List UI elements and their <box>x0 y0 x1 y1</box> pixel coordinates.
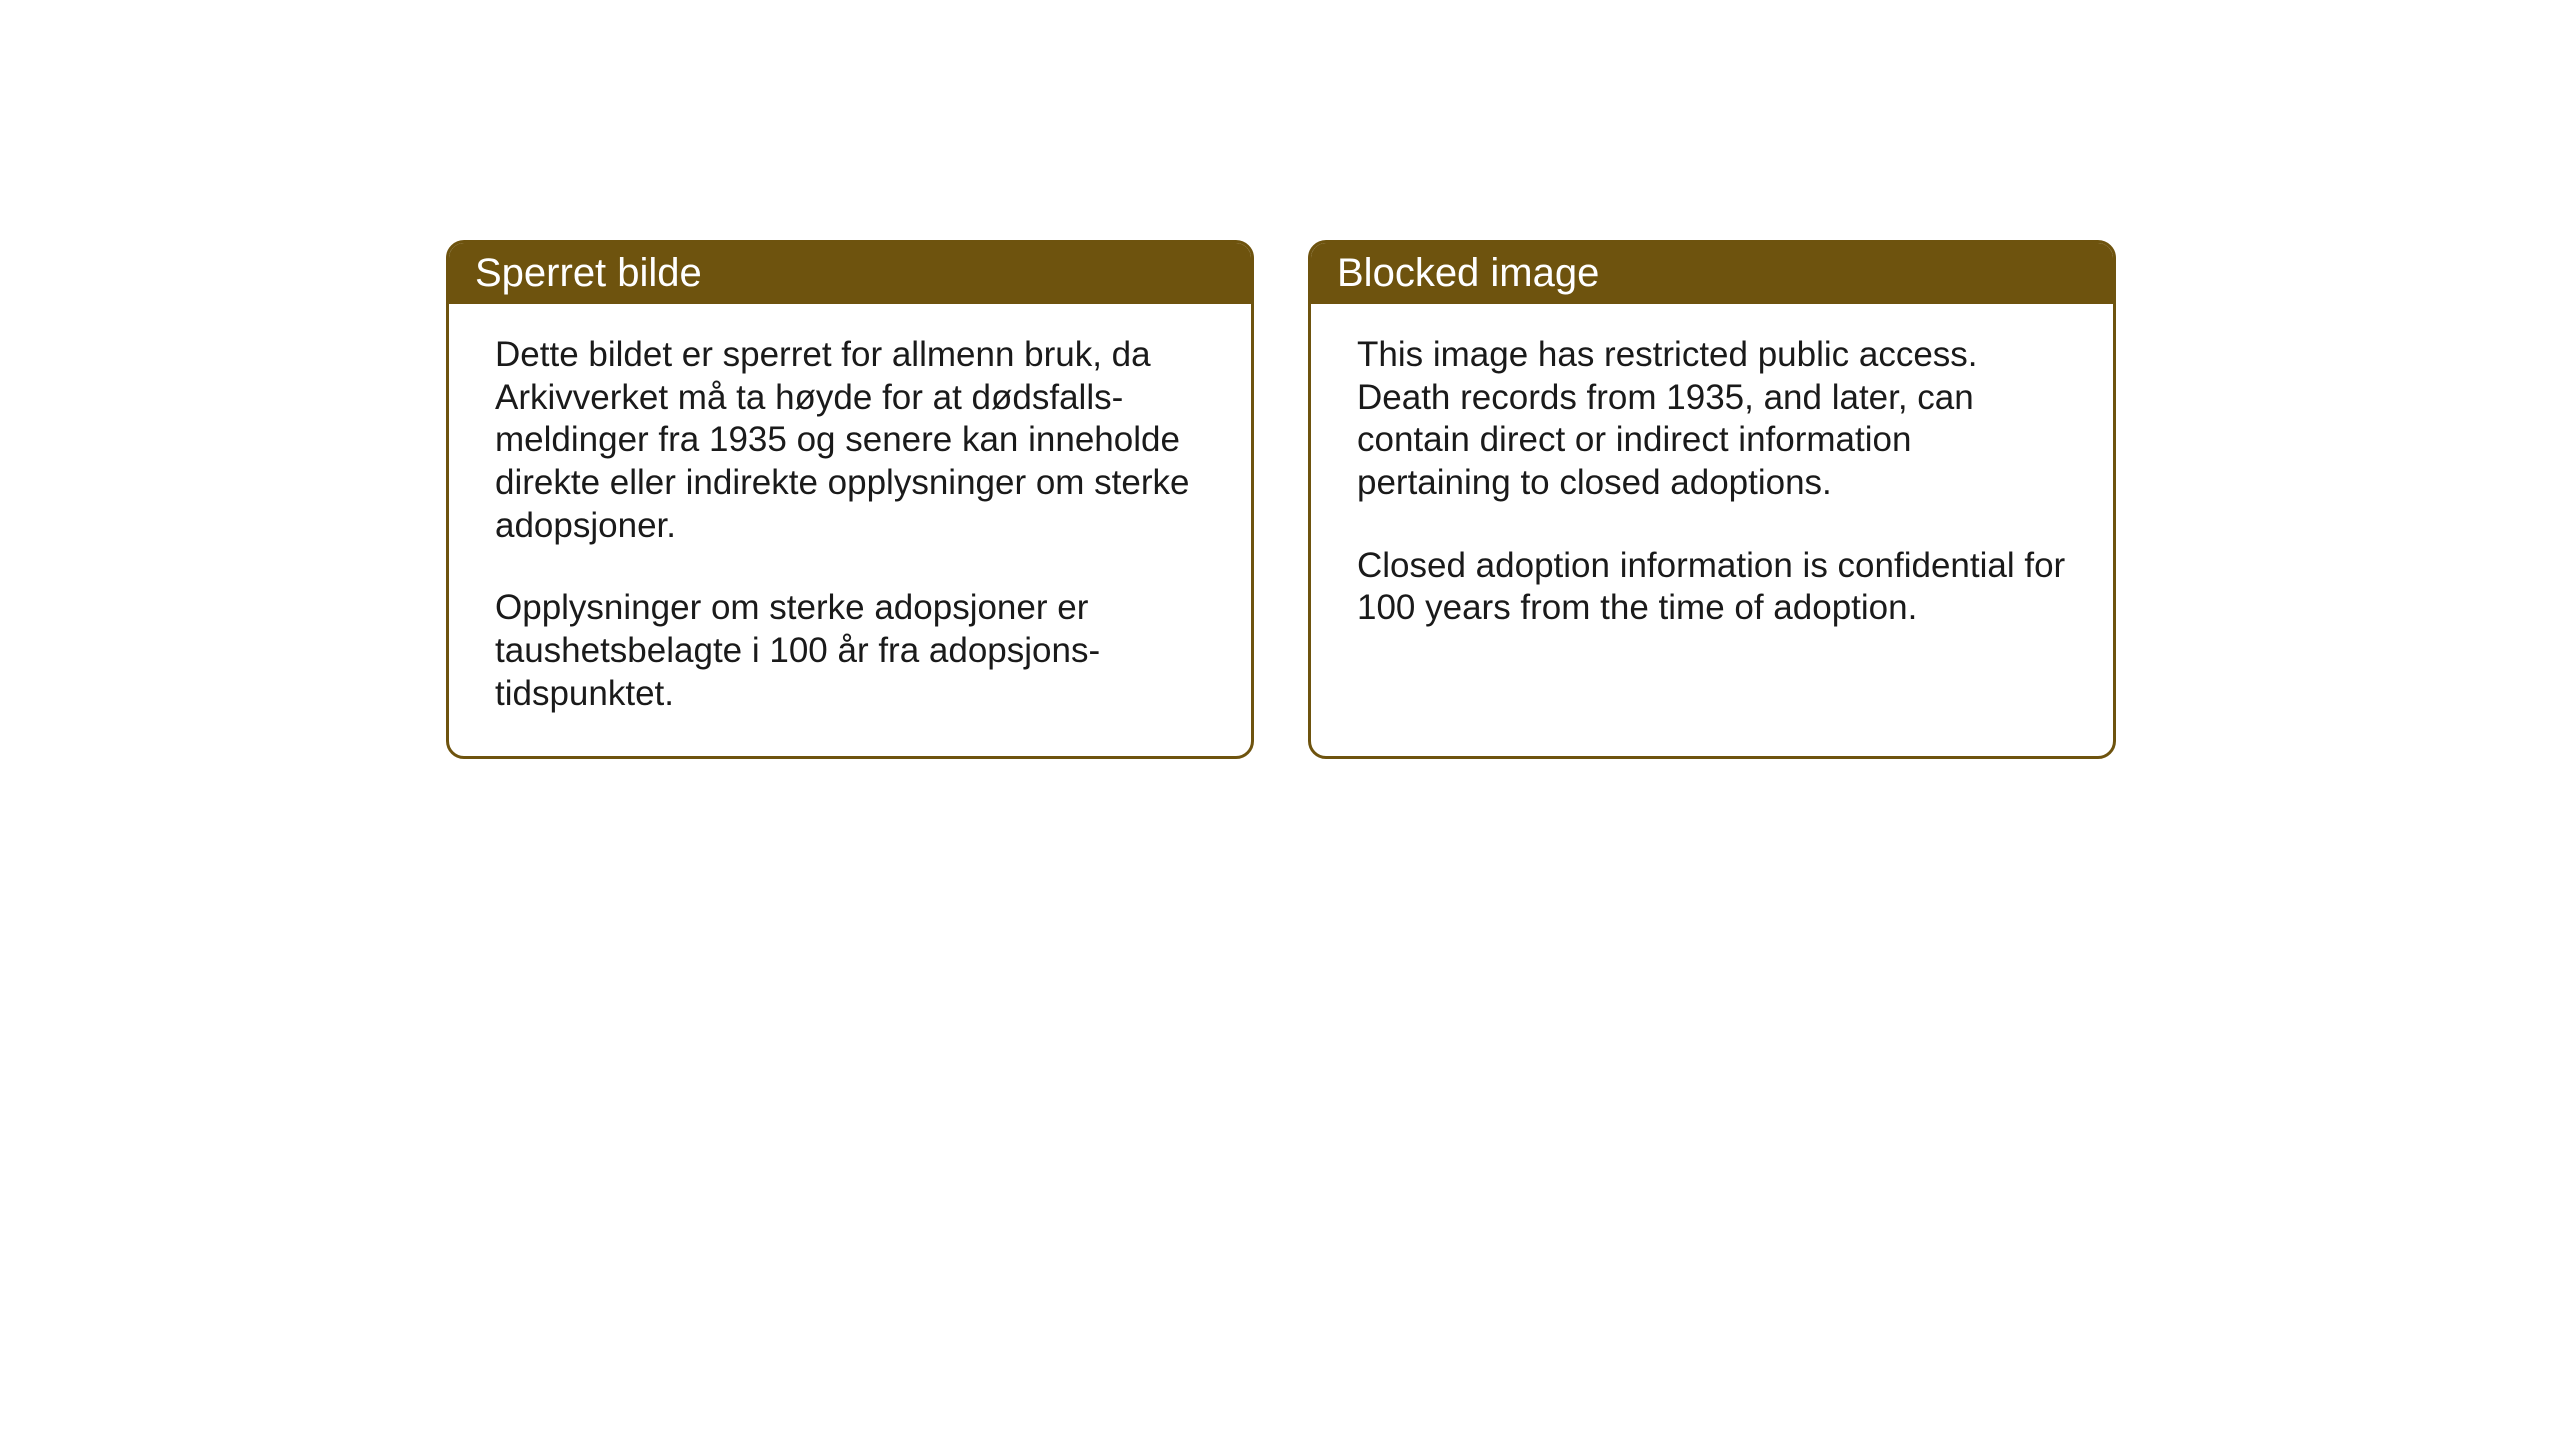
card-paragraph: This image has restricted public access.… <box>1357 334 2067 505</box>
card-norwegian: Sperret bilde Dette bildet er sperret fo… <box>446 240 1254 759</box>
card-body-norwegian: Dette bildet er sperret for allmenn bruk… <box>449 304 1251 756</box>
cards-container: Sperret bilde Dette bildet er sperret fo… <box>446 240 2116 759</box>
card-paragraph: Closed adoption information is confident… <box>1357 545 2067 630</box>
card-paragraph: Opplysninger om sterke adopsjoner er tau… <box>495 587 1205 715</box>
card-english: Blocked image This image has restricted … <box>1308 240 2116 759</box>
card-header-english: Blocked image <box>1311 243 2113 304</box>
card-paragraph: Dette bildet er sperret for allmenn bruk… <box>495 334 1205 547</box>
card-body-english: This image has restricted public access.… <box>1311 304 2113 670</box>
card-header-norwegian: Sperret bilde <box>449 243 1251 304</box>
